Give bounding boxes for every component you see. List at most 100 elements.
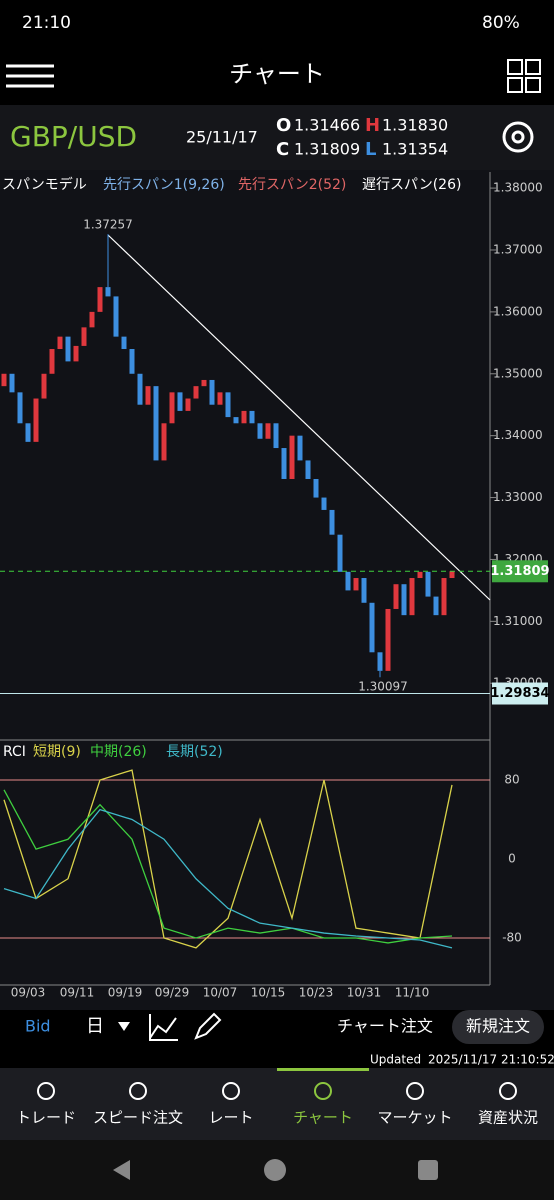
candle: [153, 386, 159, 461]
nav-icon: [129, 1082, 147, 1100]
grid-button[interactable]: [507, 59, 541, 93]
dropdown-icon[interactable]: [118, 1022, 130, 1031]
candle: [25, 423, 31, 442]
nav-label[interactable]: チャート: [293, 1109, 353, 1127]
legend-entry: 中期(26): [90, 744, 147, 760]
rci-line: [3, 789, 453, 944]
chart-layer: スパンモデル 先行スパン1(9,26) 先行スパン2(52) 遅行スパン(26) 1.3…: [0, 176, 550, 1000]
ohlc-value: 1.31830: [382, 116, 448, 135]
candle: [225, 392, 231, 418]
candle: [57, 336, 63, 350]
home-button[interactable]: [264, 1159, 286, 1181]
legend-entry: 先行スパン1(9,26): [103, 177, 225, 193]
symbol-date: 25/11/17: [186, 128, 258, 147]
nav-label[interactable]: 資産状況: [478, 1109, 538, 1127]
candle: [369, 602, 375, 653]
candle: [81, 327, 87, 346]
y-tick-label: 1.36000: [493, 304, 543, 318]
y-tick-label: 80: [504, 772, 519, 786]
candle: [409, 578, 415, 616]
nav-label[interactable]: スピード注文: [93, 1109, 183, 1127]
nav-active: [277, 1068, 369, 1071]
candle: [97, 287, 103, 312]
x-tick-label: 09/29: [155, 986, 190, 1000]
nav-label[interactable]: マーケット: [377, 1109, 452, 1127]
ohlc-value: 1.31466: [294, 116, 360, 135]
candle: [441, 578, 447, 616]
candle: [41, 373, 47, 399]
recent-button[interactable]: [418, 1160, 438, 1180]
candle: [329, 509, 335, 535]
y-tick-label: 0: [508, 851, 516, 865]
candle: [17, 392, 23, 424]
candle: [377, 652, 383, 671]
updated-time: 2025/11/17 21:10:52: [428, 1053, 554, 1067]
candle: [337, 534, 343, 572]
legend-entry: 先行スパン2(52): [238, 177, 346, 193]
candle: [305, 460, 311, 479]
x-tick-label: 10/07: [203, 986, 238, 1000]
candle: [201, 379, 207, 387]
candle: [313, 478, 319, 498]
candle: [241, 410, 247, 424]
candle: [65, 336, 71, 362]
candle: [177, 392, 183, 411]
candle: [257, 423, 263, 439]
status-battery: 80%: [482, 13, 520, 33]
nav-icon: [406, 1082, 424, 1100]
nav-icon: [499, 1082, 517, 1100]
price-tag-label: 1.29834: [490, 686, 549, 701]
y-tick-label: 1.31000: [493, 614, 543, 628]
candle: [385, 608, 391, 671]
candle: [193, 386, 199, 399]
candle: [89, 311, 95, 328]
nav-icon: [314, 1082, 332, 1100]
candle: [321, 497, 327, 510]
candle: [145, 386, 151, 405]
candle: [113, 296, 119, 337]
nav-label[interactable]: トレード: [16, 1109, 76, 1127]
nav-icon: [37, 1082, 55, 1100]
candle: [345, 571, 351, 591]
candle: [233, 417, 239, 424]
price-type[interactable]: Bid: [25, 1017, 51, 1036]
nav-label[interactable]: レート: [208, 1109, 253, 1127]
candle: [417, 571, 423, 579]
x-tick-label: 11/10: [395, 986, 430, 1000]
candle: [401, 584, 407, 616]
symbol-bar: [0, 105, 554, 170]
candle: [137, 373, 143, 405]
candle: [353, 578, 359, 591]
candle: [273, 423, 279, 449]
x-tick-label: 10/31: [347, 986, 382, 1000]
candle: [217, 392, 223, 405]
candle: [1, 373, 7, 387]
y-tick-label: 1.34000: [493, 428, 543, 442]
menu-button[interactable]: [6, 64, 54, 88]
candle: [185, 398, 191, 411]
x-tick-label: 09/19: [108, 986, 143, 1000]
settings-button[interactable]: [502, 121, 534, 153]
new-order-button[interactable]: [452, 1010, 544, 1044]
y-tick-label: 1.37000: [493, 242, 543, 256]
ohlc-value: 1.31809: [294, 140, 360, 159]
indicator-button[interactable]: [149, 1014, 178, 1041]
new-order[interactable]: 新規注文: [466, 1017, 530, 1036]
candle: [73, 345, 79, 362]
symbol-pair[interactable]: GBP/USD: [10, 120, 137, 153]
nav-icon: [222, 1082, 240, 1100]
candle: [105, 287, 111, 297]
period[interactable]: 日: [86, 1016, 104, 1037]
x-tick-label: 10/15: [251, 986, 286, 1000]
chart-order[interactable]: チャート注文: [337, 1017, 433, 1036]
draw-button[interactable]: [194, 1012, 222, 1040]
price-tag: [492, 682, 548, 705]
candle: [265, 423, 271, 439]
candle: [49, 349, 55, 374]
ohlc-label: O: [276, 115, 291, 136]
candle: [129, 349, 135, 374]
candle: [425, 571, 431, 597]
back-button[interactable]: [113, 1160, 130, 1180]
